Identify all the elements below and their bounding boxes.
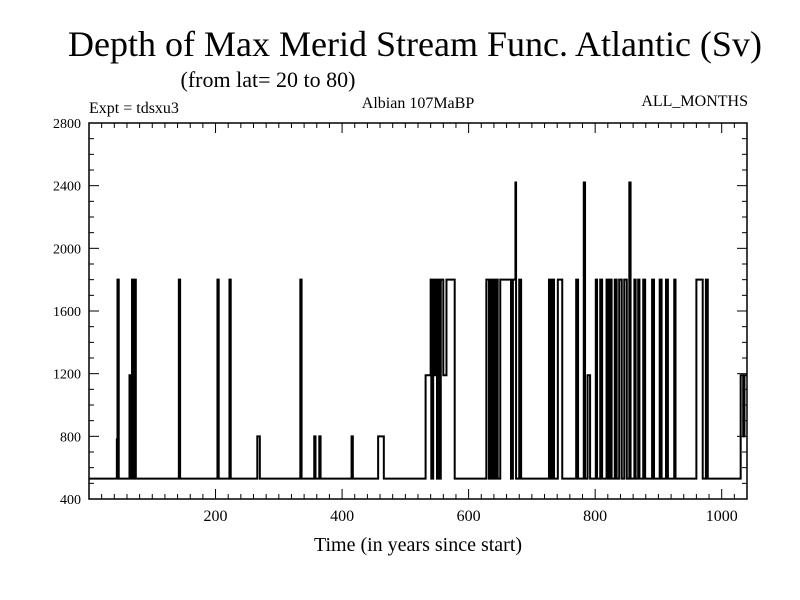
months-annotation: ALL_MONTHS	[641, 93, 748, 110]
x-axis-label: Time (in years since start)	[314, 534, 522, 556]
axis-ticks: 200 400 600 800 1000 400 800 1200 1600 2000 2400 28…	[53, 117, 747, 525]
x-tick-label: 600	[457, 508, 481, 525]
plot-frame	[88, 122, 748, 500]
period-annotation: Albian 107MaBP	[362, 95, 475, 112]
y-tick-label: 2000	[53, 242, 81, 257]
chart-title: Depth of Max Merid Stream Func. Atlantic…	[68, 24, 762, 64]
y-tick-label: 2800	[53, 117, 81, 132]
x-tick-label: 1000	[706, 508, 738, 525]
series-layer	[89, 181, 747, 480]
x-tick-label: 400	[330, 508, 354, 525]
y-tick-label: 1600	[53, 305, 81, 320]
y-tick-label: 1200	[53, 368, 81, 383]
chart-subtitle: (from lat= 20 to 80)	[181, 67, 356, 92]
experiment-annotation: Expt = tdsxu3	[89, 100, 179, 117]
y-tick-label: 2400	[53, 180, 81, 195]
y-tick-label: 400	[60, 493, 81, 508]
x-tick-label: 800	[583, 508, 607, 525]
y-tick-label: 800	[60, 430, 81, 445]
series-line-0	[89, 181, 747, 480]
x-tick-label: 200	[204, 508, 228, 525]
